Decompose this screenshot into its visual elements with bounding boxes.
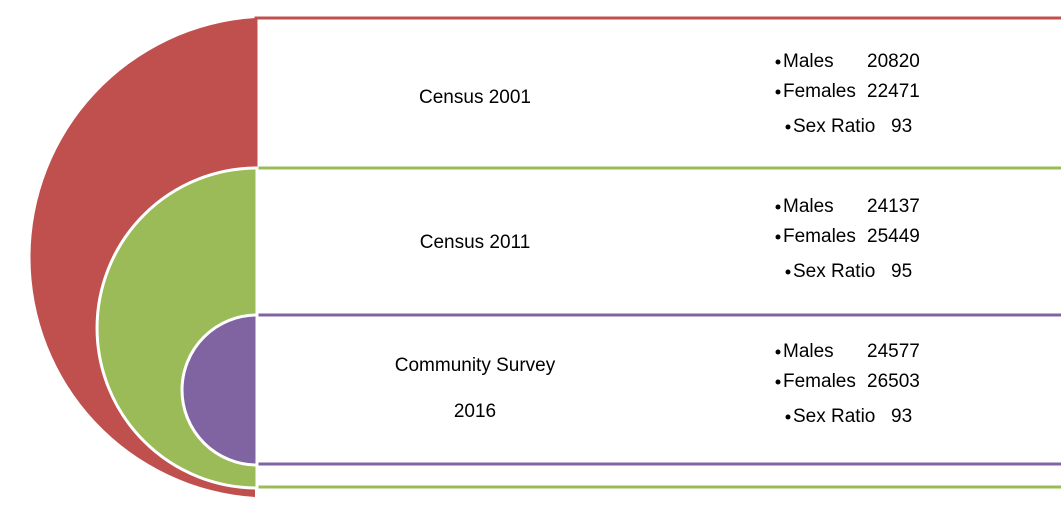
bullet (785, 269, 791, 275)
item-label: Sex Ratio (793, 116, 876, 137)
item-label: Males (783, 196, 834, 217)
item-value: 22471 (867, 81, 920, 102)
bullet (775, 204, 781, 210)
bullet (775, 89, 781, 95)
arc-purple (180, 313, 259, 467)
bullet (775, 349, 781, 355)
item-value: 26503 (867, 371, 920, 392)
bullet (775, 379, 781, 385)
item-label: Females (783, 81, 856, 102)
item-value: 93 (891, 116, 913, 137)
bullets (775, 59, 791, 420)
item-label: Sex Ratio (793, 406, 876, 427)
item-label: Males (783, 341, 834, 362)
section-title: Community Survey 2016 (394, 355, 556, 422)
bullet (785, 414, 791, 420)
section-title: Census 2001 (419, 87, 531, 108)
section-title: Census 2011 (419, 232, 531, 253)
item-value: 24577 (867, 341, 920, 362)
item-value: 24137 (867, 196, 920, 217)
bullet (785, 124, 791, 130)
item-value: 25449 (867, 226, 920, 247)
item-value: 93 (891, 406, 913, 427)
item-label: Females (783, 226, 856, 247)
item-label: Sex Ratio (793, 261, 876, 282)
bullet (775, 59, 781, 65)
item-value: 20820 (867, 51, 920, 72)
bullet (775, 234, 781, 240)
item-label: Males (783, 51, 834, 72)
item-value: 95 (891, 261, 913, 282)
item-label: Females (783, 371, 856, 392)
